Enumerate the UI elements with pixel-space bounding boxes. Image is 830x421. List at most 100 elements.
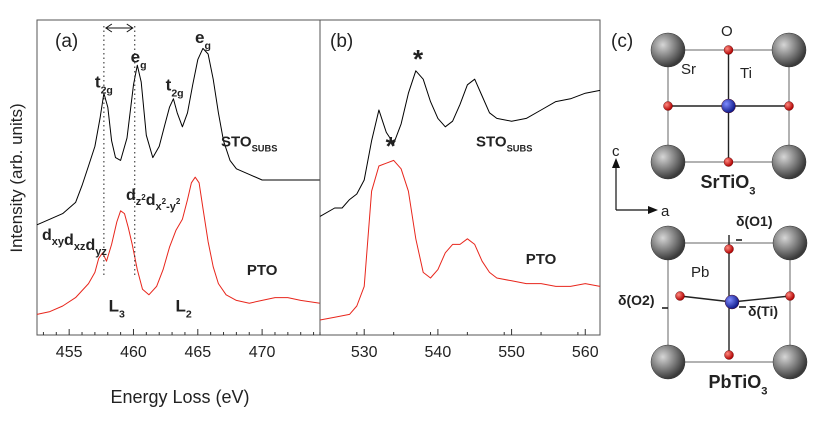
label-subscript: g xyxy=(204,40,210,52)
orbital-label-eg: dz2dx2-y2 xyxy=(126,187,181,213)
asterisk-marker: * xyxy=(413,44,424,74)
peak-label: PTO xyxy=(247,262,278,279)
pb-atom xyxy=(650,344,686,380)
label-subscript: g xyxy=(140,59,146,71)
series-line-sto-subs xyxy=(319,70,601,217)
label-main: PTO xyxy=(526,251,557,268)
displacement-label-ti: δ(Ti) xyxy=(748,303,778,319)
x-tick-label: 470 xyxy=(249,344,276,361)
label-main: SrTiO xyxy=(701,172,750,192)
o-atom xyxy=(663,101,673,111)
orbital-d: d xyxy=(126,187,136,204)
panel-c-label: (c) xyxy=(611,31,633,52)
label-main: * xyxy=(413,44,424,74)
peak-label: L2 xyxy=(176,297,192,321)
o-atom xyxy=(675,291,685,301)
panel-b-label: (b) xyxy=(330,31,353,52)
label-main: L xyxy=(109,297,119,316)
orbital-d: d xyxy=(64,232,74,249)
label-main: t xyxy=(166,75,172,94)
label-subscript: 3 xyxy=(761,385,767,397)
peak-label: L3 xyxy=(109,297,125,321)
peak-label: t2g xyxy=(166,75,184,99)
atom-label: Pb xyxy=(691,264,709,281)
series-line-pto xyxy=(319,159,601,321)
x-tick-label: 530 xyxy=(351,344,378,361)
sr-atom xyxy=(771,32,807,68)
label-main: STO xyxy=(221,133,252,150)
ti-atom xyxy=(724,294,740,310)
x-tick-label: 550 xyxy=(498,344,525,361)
panel-a-label: (a) xyxy=(55,31,78,52)
series-line-sto-subs xyxy=(36,47,320,226)
label-main: * xyxy=(386,131,397,161)
panel-a-frame xyxy=(36,19,321,336)
o-atom xyxy=(724,244,734,254)
sr-atom xyxy=(650,32,686,68)
series-label: PTO xyxy=(526,251,557,268)
orbital-d: d xyxy=(146,192,156,209)
label-main: e xyxy=(195,28,204,47)
asterisk-marker: * xyxy=(386,131,397,161)
label-main: STO xyxy=(476,133,507,150)
pb-atom xyxy=(772,344,808,380)
arrow-head-left xyxy=(104,23,113,33)
orbital-sub: -y xyxy=(166,201,177,213)
label-subscript: 2g xyxy=(171,87,183,99)
o-atom xyxy=(723,45,734,55)
label-subscript: SUBS xyxy=(252,144,278,154)
atom-label: Sr xyxy=(681,61,696,78)
o-atom xyxy=(784,101,794,111)
c-axis-arrowhead xyxy=(612,158,620,168)
sto-formula: SrTiO3 xyxy=(701,172,756,197)
x-tick-label: 460 xyxy=(120,344,147,361)
peak-label: t2g xyxy=(95,73,113,97)
peak-label: eg xyxy=(195,28,211,52)
orbital-sup: 2 xyxy=(141,193,146,202)
c-axis-label: c xyxy=(612,143,620,160)
label-main: e xyxy=(131,47,140,66)
label-main: PTO xyxy=(247,262,278,279)
x-axis-title: Energy Loss (eV) xyxy=(110,387,249,407)
sr-atom xyxy=(771,144,807,180)
o-atom xyxy=(785,291,795,301)
displacement-label-o2: δ(O2) xyxy=(618,292,655,308)
sr-atom xyxy=(650,144,686,180)
arrow-head-right xyxy=(126,23,134,33)
a-axis-label: a xyxy=(661,203,670,220)
label-main: L xyxy=(176,297,186,316)
label-subscript: 2 xyxy=(186,309,192,321)
a-axis-arrowhead xyxy=(648,206,658,214)
pb-atom xyxy=(772,225,808,261)
x-tick-label: 540 xyxy=(425,344,452,361)
orbital-sup: 2 xyxy=(162,197,167,206)
pto-formula: PbTiO3 xyxy=(709,372,768,397)
x-tick-label: 455 xyxy=(56,344,83,361)
ti-atom xyxy=(721,98,736,114)
label-subscript: 2g xyxy=(101,85,113,97)
orbital-sub: xy xyxy=(52,236,65,248)
pb-atom xyxy=(650,225,686,261)
orbital-sub: x xyxy=(156,201,163,213)
label-subscript: 3 xyxy=(749,185,755,197)
label-subscript: SUBS xyxy=(507,144,533,154)
label-subscript: 3 xyxy=(119,309,125,321)
panel-b: 530 540 550 560 (b) * * STOSUBS PTO xyxy=(319,19,601,361)
x-tick-label: 465 xyxy=(184,344,211,361)
x-tick-label: 560 xyxy=(572,344,599,361)
label-main: t xyxy=(95,73,101,92)
orbital-sub: z xyxy=(136,196,142,208)
panel-b-frame xyxy=(319,19,601,336)
orbital-d: d xyxy=(42,227,52,244)
pto-ti-o-bond-left xyxy=(679,295,733,303)
peak-label: eg xyxy=(131,47,147,71)
orbital-sub: xz xyxy=(74,241,86,253)
displacement-label-o1: δ(O1) xyxy=(736,213,773,229)
o-atom xyxy=(723,157,734,167)
orbital-label-t2g: dxydxzdyz xyxy=(42,227,107,258)
series-label: STOSUBS xyxy=(476,133,532,153)
orbital-sub: yz xyxy=(95,246,107,258)
atom-label: O xyxy=(721,23,733,40)
